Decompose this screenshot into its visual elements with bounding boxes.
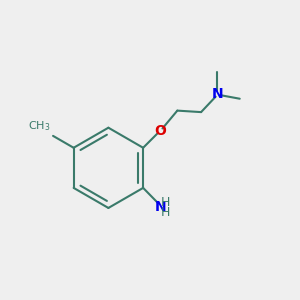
Text: H: H [161,196,170,209]
Text: H: H [161,206,170,219]
Text: CH$_3$: CH$_3$ [28,119,50,133]
Text: N: N [154,200,166,214]
Text: O: O [154,124,166,138]
Text: N: N [212,87,224,101]
